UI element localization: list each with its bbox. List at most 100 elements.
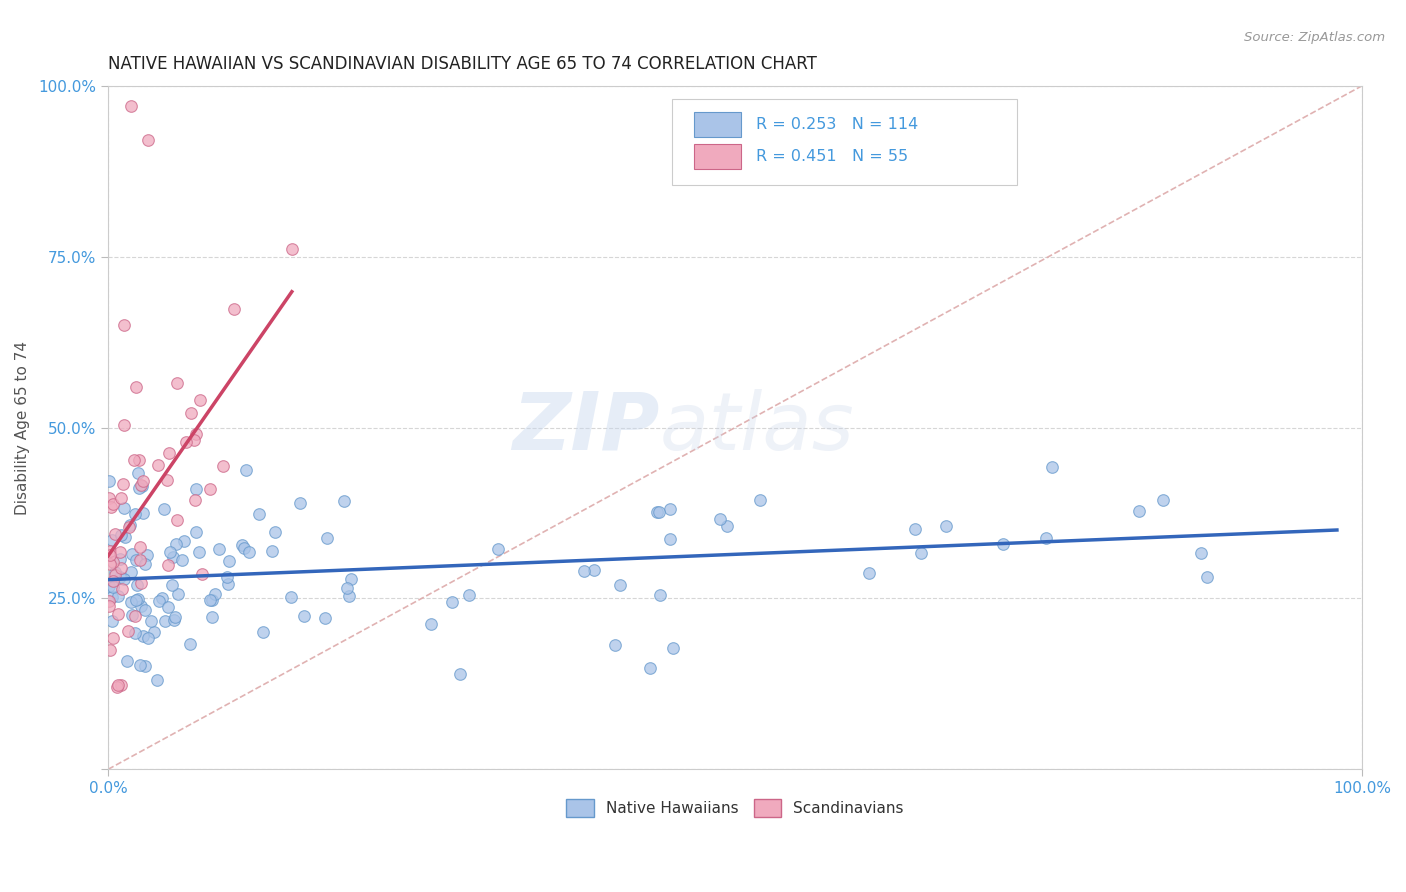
Point [101, 614, 124, 628]
Point [198, 593, 221, 607]
Point [166, 513, 188, 527]
Point [107, 678, 129, 692]
Point [336, 582, 359, 596]
Point [127, 592, 149, 607]
Point [110, 491, 132, 506]
Point [1189, 546, 1212, 560]
Point [124, 552, 146, 566]
Point [218, 553, 240, 567]
Point [134, 557, 156, 571]
FancyBboxPatch shape [693, 144, 741, 169]
Point [110, 561, 132, 575]
Point [98, 557, 121, 571]
Point [127, 466, 149, 480]
Text: R = 0.253   N = 114: R = 0.253 N = 114 [756, 117, 918, 132]
Point [1035, 532, 1057, 546]
Point [117, 624, 139, 638]
Point [661, 640, 683, 655]
Point [159, 545, 181, 559]
Point [101, 632, 124, 646]
Point [139, 614, 162, 628]
Point [120, 595, 142, 609]
Point [157, 558, 180, 573]
Point [179, 637, 201, 651]
Point [1040, 460, 1063, 475]
Point [112, 417, 135, 432]
Point [186, 483, 208, 497]
Point [110, 528, 132, 542]
Point [420, 617, 443, 632]
Point [748, 492, 770, 507]
Point [101, 497, 124, 511]
Point [910, 546, 932, 560]
Point [115, 654, 138, 668]
Point [176, 434, 198, 449]
Point [101, 555, 124, 569]
Point [134, 659, 156, 673]
Point [709, 512, 731, 526]
Point [458, 588, 481, 602]
Point [118, 520, 141, 534]
Point [98, 475, 121, 489]
Point [188, 392, 211, 407]
Point [128, 452, 150, 467]
Point [208, 541, 231, 556]
Text: NATIVE HAWAIIAN VS SCANDINAVIAN DISABILITY AGE 65 TO 74 CORRELATION CHART: NATIVE HAWAIIAN VS SCANDINAVIAN DISABILI… [108, 55, 817, 73]
Point [217, 577, 239, 591]
Point [165, 537, 187, 551]
Point [184, 524, 207, 539]
Point [110, 678, 132, 692]
Point [108, 552, 131, 566]
Point [280, 591, 302, 605]
Point [160, 578, 183, 592]
Legend: Native Hawaiians, Scandinavians: Native Hawaiians, Scandinavians [560, 793, 910, 823]
Point [135, 548, 157, 562]
Point [128, 540, 150, 554]
Point [200, 482, 222, 496]
Point [98, 642, 121, 657]
Point [659, 532, 682, 546]
Point [98, 491, 121, 505]
Point [238, 544, 260, 558]
Point [935, 518, 957, 533]
Point [163, 613, 186, 627]
Point [125, 593, 148, 607]
Point [128, 481, 150, 495]
Point [184, 426, 207, 441]
Point [110, 545, 132, 559]
Point [252, 625, 274, 640]
Point [129, 478, 152, 492]
Point [100, 500, 122, 514]
Point [101, 574, 124, 588]
Point [315, 531, 337, 545]
Point [132, 629, 155, 643]
Point [112, 477, 135, 491]
Point [108, 570, 131, 584]
Point [191, 566, 214, 581]
Point [183, 492, 205, 507]
Point [143, 625, 166, 640]
Point [170, 552, 193, 566]
Point [104, 565, 127, 579]
Point [134, 602, 156, 616]
Point [153, 615, 176, 629]
Point [146, 673, 169, 688]
Point [609, 577, 631, 591]
Point [112, 500, 135, 515]
Point [648, 588, 671, 602]
Point [166, 376, 188, 391]
Point [132, 475, 155, 489]
Point [215, 570, 238, 584]
Point [716, 519, 738, 533]
Point [231, 538, 253, 552]
Text: atlas: atlas [659, 389, 855, 467]
Point [572, 565, 595, 579]
Point [440, 595, 463, 609]
Point [247, 507, 270, 521]
Point [124, 609, 146, 624]
Point [120, 565, 142, 579]
Point [146, 458, 169, 472]
Point [183, 433, 205, 447]
Point [200, 610, 222, 624]
Point [129, 553, 152, 567]
